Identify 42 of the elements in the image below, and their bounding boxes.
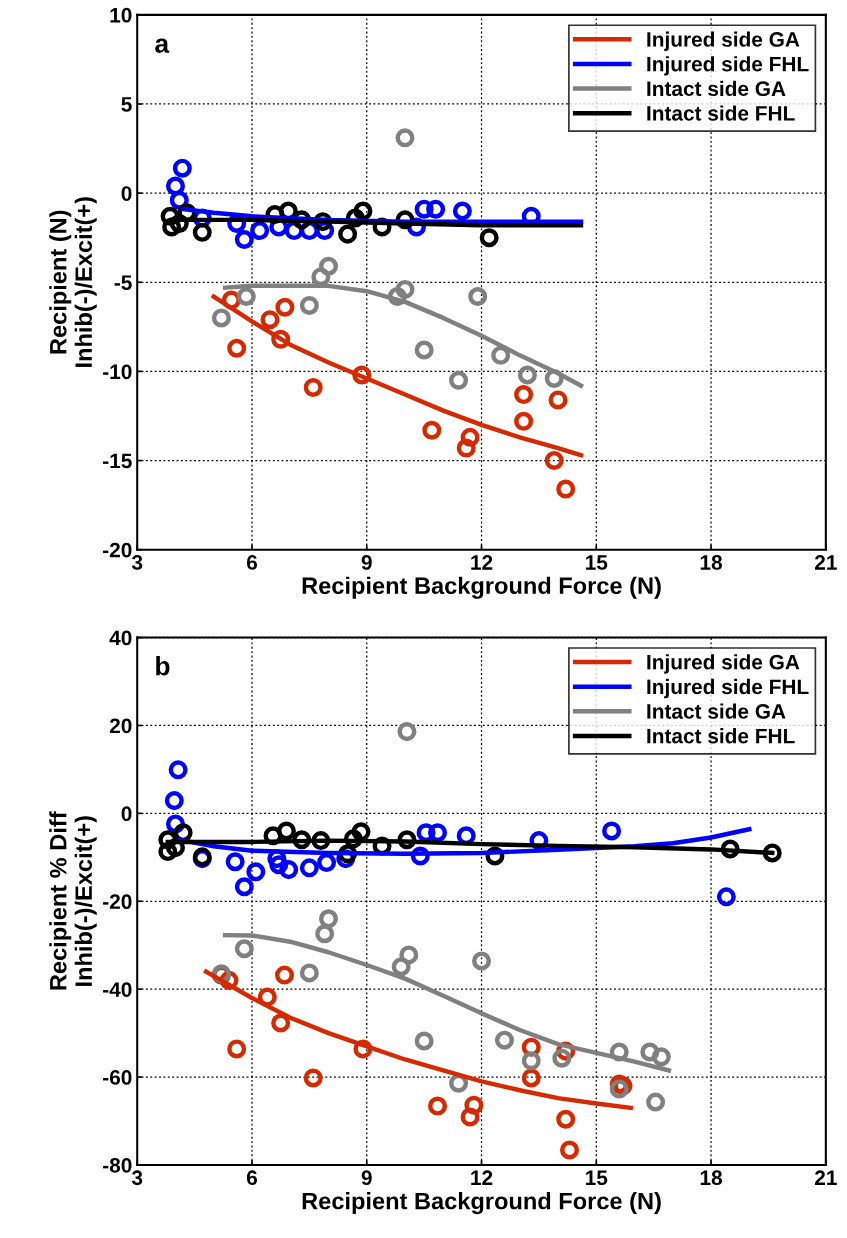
y-tick-label: 40	[109, 630, 132, 646]
x-axis-title: Recipient Background Force (N)	[302, 1192, 661, 1215]
x-tick-label: 9	[361, 555, 372, 570]
x-tick-label: 3	[131, 1170, 143, 1186]
y-tick-label: -80	[103, 1157, 132, 1173]
y-tick-label: -40	[103, 982, 132, 997]
y-tick-label: -10	[103, 364, 132, 380]
legend-label: Injured side FHL	[647, 678, 809, 699]
y-tick-label: -20	[103, 542, 132, 558]
x-tick-label: 15	[586, 1170, 608, 1186]
x-tick-label: 12	[471, 1170, 493, 1185]
x-tick-label: 21	[814, 1170, 837, 1185]
y-tick-label: 5	[121, 97, 132, 112]
legend-label: Injured side FHL	[647, 56, 809, 76]
y-tick-label: -5	[114, 275, 132, 291]
legend-label: Intact side FHL	[647, 728, 795, 744]
x-tick-label: 21	[814, 555, 837, 570]
y-axis-title: Recipient (N) Inhib(-)/Excit(+)	[49, 197, 97, 367]
legend-label: Intact side FHL	[647, 105, 795, 121]
legend-label: Injured side GA	[647, 31, 800, 51]
annotation: b	[156, 656, 170, 676]
y-tick-label: 0	[121, 186, 132, 201]
x-axis-title: Recipient Background Force (N)	[302, 576, 661, 599]
y-tick-label: -60	[103, 1070, 132, 1085]
y-tick-label: -15	[103, 453, 132, 469]
x-tick-label: 12	[471, 555, 493, 570]
y-tick-label: 10	[110, 7, 132, 23]
legend-label: Injured side GA	[647, 654, 800, 674]
x-tick-label: 18	[700, 555, 722, 570]
x-tick-label: 3	[131, 555, 143, 570]
legend-label: Intact side GA	[647, 80, 786, 97]
x-tick-label: 6	[246, 555, 258, 570]
legend-label: Intact side GA	[647, 703, 786, 719]
x-tick-label: 15	[586, 555, 608, 570]
x-tick-label: 18	[700, 1170, 722, 1186]
x-tick-label: 6	[246, 1170, 258, 1186]
y-tick-label: 0	[121, 806, 132, 822]
y-axis-title: Recipient % Diff Inhib(-)/Excit(+)	[49, 811, 97, 990]
y-tick-label: 20	[109, 718, 132, 734]
y-tick-label: -20	[103, 894, 132, 910]
annotation: a	[155, 38, 170, 53]
x-tick-label: 9	[361, 1170, 372, 1186]
